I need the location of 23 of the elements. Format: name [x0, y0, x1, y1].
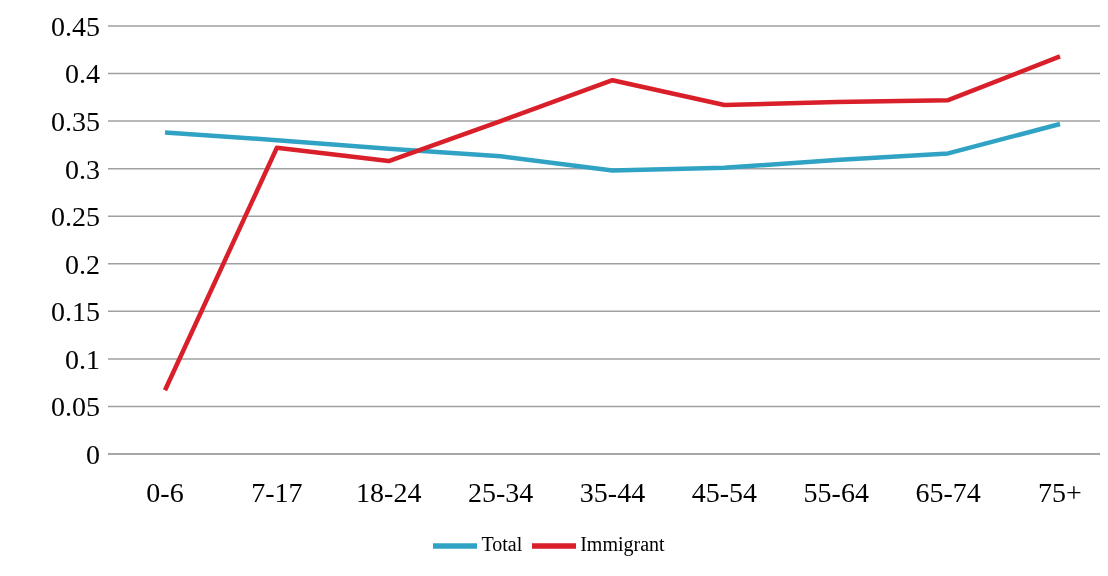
y-tick-label: 0.15 — [51, 296, 100, 328]
line-series — [162, 121, 1063, 173]
y-tick-label: 0.25 — [51, 201, 100, 233]
x-tick-label: 75+ — [1038, 476, 1082, 508]
x-tick-label: 18-24 — [356, 476, 422, 508]
y-tick-label: 0.4 — [65, 58, 100, 90]
y-tick-label: 0.3 — [65, 153, 100, 185]
y-tick-label: 0 — [86, 438, 100, 470]
x-tick-label: 35-44 — [579, 476, 646, 508]
legend-label: Total — [481, 532, 523, 555]
y-tick-label: 0.2 — [65, 248, 100, 280]
legend-label: Immigrant — [580, 532, 665, 555]
y-tick-label: 0.05 — [51, 391, 100, 423]
x-tick-label: 65-74 — [915, 476, 981, 508]
y-tick-label: 0.1 — [65, 343, 100, 375]
x-tick-label: 7-17 — [251, 476, 303, 508]
x-tick-label: 55-64 — [803, 476, 869, 508]
y-tick-label: 0.45 — [51, 10, 100, 42]
y-tick-label: 0.35 — [51, 106, 100, 138]
x-tick-label: 25-34 — [467, 476, 534, 508]
x-tick-label: 45-54 — [691, 476, 758, 508]
line-series — [162, 54, 1063, 393]
x-tick-label: 0-6 — [146, 476, 184, 508]
